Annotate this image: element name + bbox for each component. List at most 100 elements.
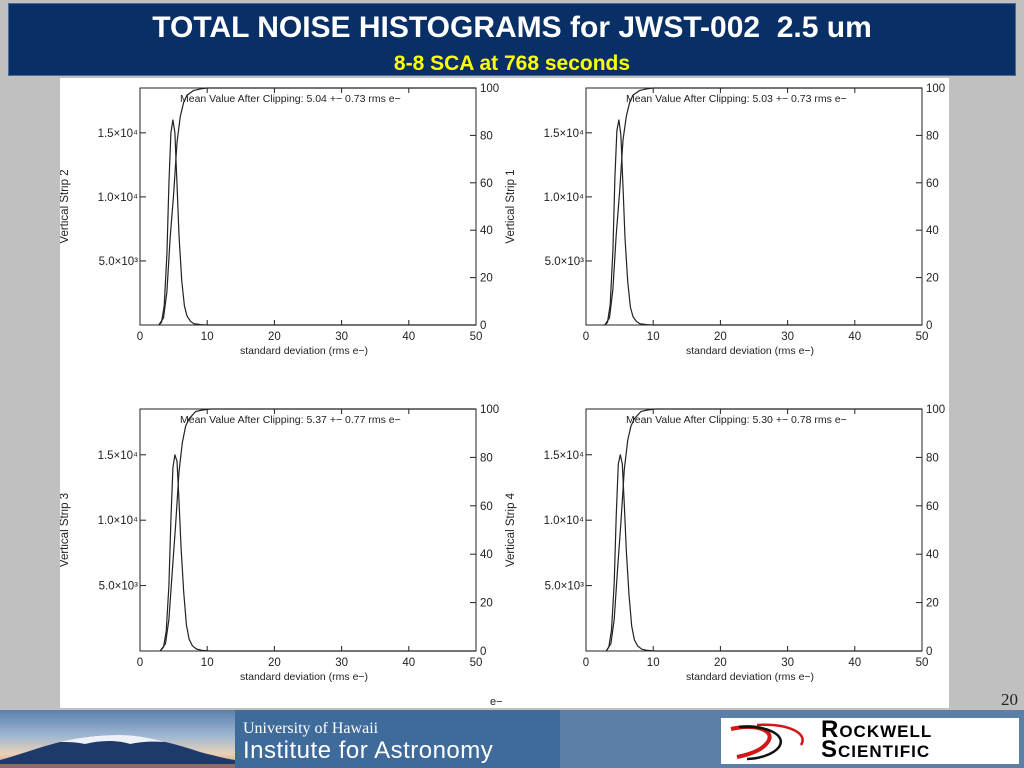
chart-panel-2: 0 10 20 30 40 50 standard deviation (rms e−) 5.…	[505, 83, 945, 357]
mean-value-annotation: Mean Value After Clipping: 5.30 +− 0.78 …	[626, 414, 847, 426]
x-tick-label: 20	[268, 331, 281, 343]
y-tick-label-left: 5.0×10³	[545, 256, 584, 268]
y-tick-label-left: 1.0×10⁴	[98, 192, 138, 204]
y-tick-label-right: 40	[480, 549, 493, 561]
slide-subtitle: 8-8 SCA at 768 seconds	[393, 52, 631, 75]
mean-value-annotation: Mean Value After Clipping: 5.03 +− 0.73 …	[626, 93, 847, 105]
x-tick-label: 0	[137, 331, 143, 343]
x-tick-label: 10	[647, 331, 660, 343]
x-tick-label: 40	[402, 657, 415, 669]
histogram-curve	[158, 119, 476, 326]
y-axis-label: Vertical Strip 1	[505, 169, 517, 243]
x-tick-label: 40	[848, 331, 861, 343]
x-axis-label: standard deviation (rms e−)	[240, 345, 368, 357]
y-tick-label-right: 100	[926, 83, 945, 95]
y-tick-label-right: 40	[926, 225, 939, 237]
x-tick-label: 30	[781, 331, 794, 343]
chart-panel-1: 0 10 20 30 40 50 standard deviation (rms e−) 5.…	[60, 83, 499, 357]
mean-value-annotation: Mean Value After Clipping: 5.04 +− 0.73 …	[180, 93, 401, 105]
title-bar: TOTAL NOISE HISTOGRAMS for JWST-002 2.5 …	[8, 3, 1016, 76]
x-tick-label: 0	[137, 657, 143, 669]
mountain-icon	[0, 735, 235, 768]
x-tick-label: 30	[335, 657, 348, 669]
rockwell-scientific-logo: Rockwell Scientific	[721, 716, 1019, 764]
y-tick-label-right: 0	[480, 646, 486, 658]
institute-line1: University of Hawaii	[243, 720, 379, 737]
y-tick-label-left: 5.0×10³	[99, 581, 138, 593]
y-tick-label-right: 20	[480, 598, 493, 610]
x-tick-label: 0	[583, 331, 589, 343]
y-tick-label-left: 1.0×10⁴	[98, 515, 138, 527]
x-tick-label: 10	[201, 657, 214, 669]
y-tick-label-right: 60	[926, 501, 939, 513]
histogram-charts: 0 10 20 30 40 50 standard deviation (rms e−) 5.…	[60, 83, 945, 683]
stray-axis-label: e−	[490, 696, 503, 708]
x-axis-label: standard deviation (rms e−)	[686, 671, 814, 683]
plot-frame	[585, 408, 923, 652]
swoosh-icon	[730, 723, 804, 761]
x-tick-label: 30	[335, 331, 348, 343]
histogram-curve	[159, 454, 476, 652]
mean-value-annotation: Mean Value After Clipping: 5.37 +− 0.77 …	[180, 414, 401, 426]
y-tick-label-right: 40	[480, 225, 493, 237]
x-tick-label: 0	[583, 657, 589, 669]
y-tick-label-left: 1.0×10⁴	[544, 192, 584, 204]
x-tick-label: 50	[916, 657, 929, 669]
y-tick-label-right: 80	[926, 452, 939, 464]
y-tick-label-right: 60	[926, 178, 939, 190]
cumulative-curve	[158, 87, 476, 326]
y-tick-label-right: 100	[480, 404, 499, 416]
cumulative-curve	[605, 408, 922, 652]
chart-panel-4: 0 10 20 30 40 50 standard deviation (rms e−) 5.…	[505, 404, 945, 683]
x-tick-label: 20	[714, 331, 727, 343]
y-tick-label-left: 1.5×10⁴	[544, 450, 584, 462]
company-name-line1: Rockwell	[821, 716, 933, 743]
institute-banner: University of Hawaii Institute for Astro…	[0, 710, 560, 768]
company-name-line2: Scientific	[821, 736, 931, 763]
y-axis-label: Vertical Strip 4	[505, 492, 517, 567]
x-tick-label: 50	[916, 331, 929, 343]
y-tick-label-right: 100	[926, 404, 945, 416]
y-tick-label-right: 0	[926, 320, 932, 332]
x-tick-label: 30	[781, 657, 794, 669]
mauna-kea-image	[0, 710, 235, 768]
y-tick-label-right: 20	[926, 273, 939, 285]
y-tick-label-left: 1.0×10⁴	[544, 515, 584, 527]
x-tick-label: 50	[470, 657, 483, 669]
slide-title: TOTAL NOISE HISTOGRAMS for JWST-002 2.5 …	[152, 11, 872, 44]
y-tick-label-right: 20	[480, 273, 493, 285]
x-axis-label: standard deviation (rms e−)	[686, 345, 814, 357]
y-axis-label: Vertical Strip 2	[60, 169, 71, 243]
plot-frame	[585, 87, 923, 326]
y-tick-label-left: 1.5×10⁴	[544, 128, 584, 140]
y-tick-label-right: 60	[480, 501, 493, 513]
x-tick-label: 10	[647, 657, 660, 669]
y-tick-label-right: 20	[926, 598, 939, 610]
y-tick-label-right: 0	[926, 646, 932, 658]
x-tick-label: 50	[470, 331, 483, 343]
cumulative-curve	[604, 87, 922, 326]
x-tick-label: 40	[848, 657, 861, 669]
plot-frame	[139, 408, 477, 652]
y-tick-label-right: 60	[480, 178, 493, 190]
plot-area: 0 10 20 30 40 50 standard deviation (rms e−) 5.…	[60, 78, 949, 708]
cumulative-curve	[159, 408, 476, 652]
x-tick-label: 10	[201, 331, 214, 343]
y-tick-label-left: 5.0×10³	[545, 581, 584, 593]
y-tick-label-left: 5.0×10³	[99, 256, 138, 268]
y-tick-label-right: 80	[926, 130, 939, 142]
y-tick-label-right: 80	[480, 130, 493, 142]
x-tick-label: 20	[714, 657, 727, 669]
y-tick-label-left: 1.5×10⁴	[98, 450, 138, 462]
institute-line2: Institute for Astronomy	[243, 737, 494, 764]
plot-frame	[139, 87, 477, 326]
x-tick-label: 20	[268, 657, 281, 669]
y-tick-label-right: 0	[480, 320, 486, 332]
y-tick-label-right: 100	[480, 83, 499, 95]
x-tick-label: 40	[402, 331, 415, 343]
chart-panel-3: 0 10 20 30 40 50 standard deviation (rms e−) 5.…	[60, 404, 499, 683]
histogram-curve	[605, 454, 922, 652]
histogram-curve	[604, 119, 922, 326]
x-axis-label: standard deviation (rms e−)	[240, 671, 368, 683]
y-tick-label-right: 80	[480, 452, 493, 464]
